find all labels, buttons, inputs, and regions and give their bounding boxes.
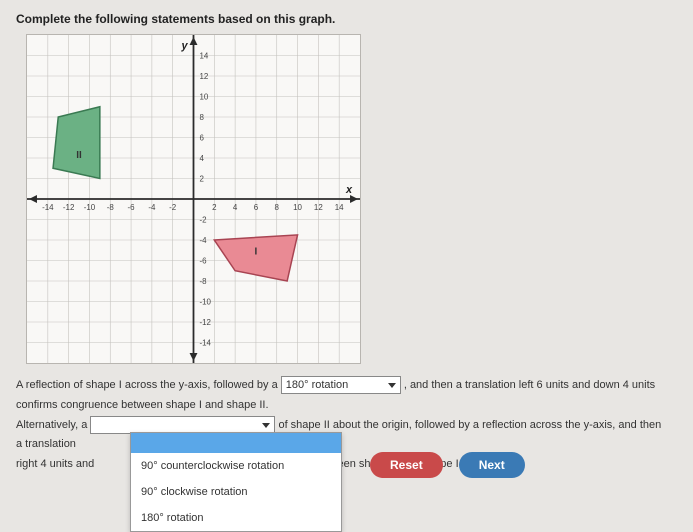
- next-button[interactable]: Next: [459, 452, 525, 478]
- coordinate-graph: -14 -12 -10 -8 -6 -4 -2 2 4 6 8 10 12 14 14 12 10 8 6 4 2 -2 -…: [26, 34, 361, 364]
- dropdown-menu: 90° counterclockwise rotation 90° clockw…: [130, 432, 342, 532]
- text: Alternatively, a: [16, 419, 87, 431]
- graph-svg: -14 -12 -10 -8 -6 -4 -2 2 4 6 8 10 12 14 14 12 10 8 6 4 2 -2 -…: [27, 35, 360, 363]
- dropdown-option[interactable]: 180° rotation: [131, 505, 341, 531]
- svg-text:4: 4: [199, 154, 204, 163]
- svg-text:4: 4: [233, 203, 238, 212]
- svg-text:-10: -10: [84, 203, 96, 212]
- svg-text:12: 12: [314, 203, 323, 212]
- svg-text:10: 10: [199, 92, 208, 101]
- svg-text:8: 8: [199, 113, 204, 122]
- svg-text:2: 2: [199, 174, 204, 183]
- svg-text:2: 2: [212, 203, 217, 212]
- svg-text:-14: -14: [199, 338, 211, 347]
- svg-text:-6: -6: [199, 256, 207, 265]
- svg-text:14: 14: [199, 51, 208, 60]
- select-transformation-1[interactable]: 180° rotation: [281, 376, 401, 394]
- dropdown-option[interactable]: 90° clockwise rotation: [131, 479, 341, 505]
- svg-text:-8: -8: [107, 203, 115, 212]
- select-transformation-2[interactable]: [90, 416, 275, 434]
- svg-text:6: 6: [199, 133, 204, 142]
- dropdown-option-blank[interactable]: [131, 433, 341, 453]
- text: right 4 units and: [16, 458, 94, 470]
- statement-block: A reflection of shape I across the y-axi…: [16, 376, 677, 475]
- svg-text:-4: -4: [148, 203, 156, 212]
- svg-text:x: x: [345, 184, 353, 196]
- text: A reflection of shape I across the y-axi…: [16, 379, 278, 391]
- svg-text:-12: -12: [199, 318, 211, 327]
- svg-text:8: 8: [275, 203, 280, 212]
- text: confirms congruence between shape I and …: [16, 399, 269, 411]
- svg-text:-8: -8: [199, 277, 207, 286]
- svg-text:14: 14: [335, 203, 344, 212]
- svg-text:12: 12: [199, 72, 208, 81]
- svg-text:-2: -2: [199, 215, 207, 224]
- svg-text:6: 6: [254, 203, 259, 212]
- svg-text:-10: -10: [199, 297, 211, 306]
- svg-text:-14: -14: [42, 203, 54, 212]
- button-row: Reset Next: [370, 452, 525, 478]
- svg-text:I: I: [255, 246, 258, 257]
- svg-text:-12: -12: [63, 203, 75, 212]
- svg-text:10: 10: [293, 203, 302, 212]
- reset-button[interactable]: Reset: [370, 452, 443, 478]
- page-title: Complete the following statements based …: [16, 12, 677, 26]
- dropdown-option[interactable]: 90° counterclockwise rotation: [131, 453, 341, 479]
- svg-text:-6: -6: [128, 203, 136, 212]
- svg-text:II: II: [76, 150, 82, 161]
- text: , and then a translation left 6 units an…: [404, 379, 655, 391]
- svg-text:y: y: [181, 40, 189, 52]
- svg-text:-2: -2: [169, 203, 177, 212]
- svg-text:-4: -4: [199, 236, 207, 245]
